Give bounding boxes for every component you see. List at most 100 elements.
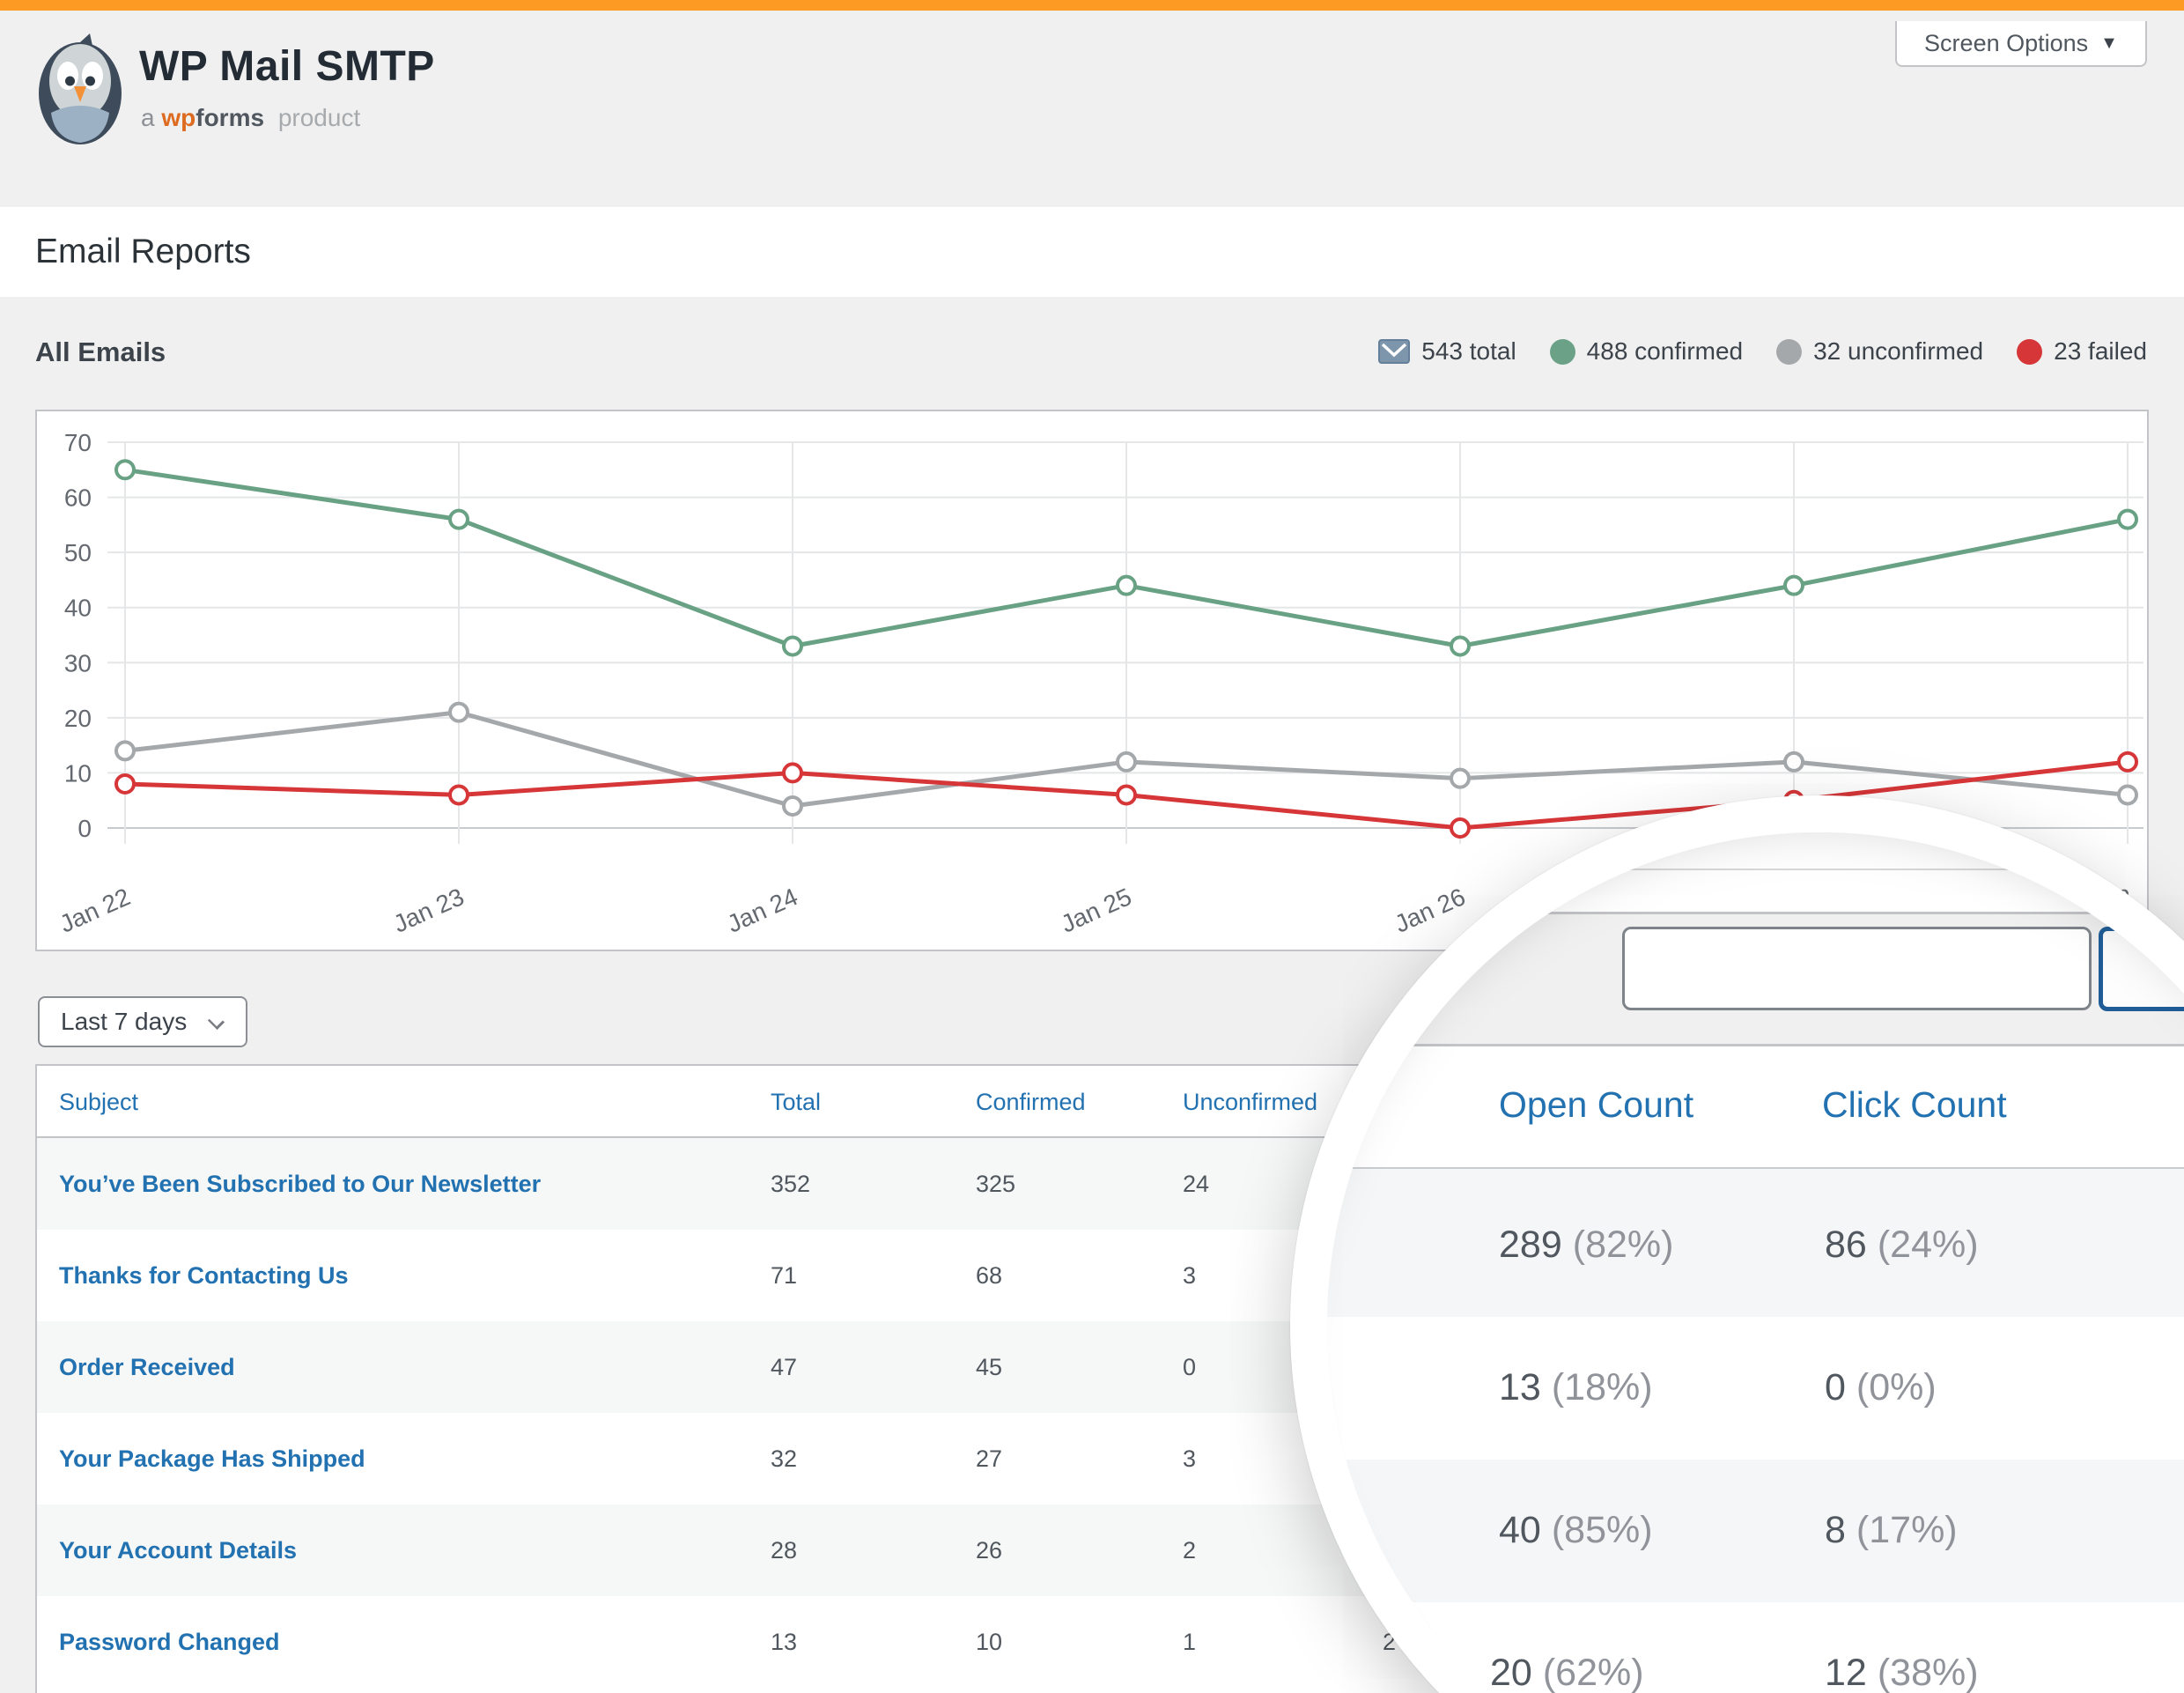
wpforms-brand-wp: wp <box>161 104 196 131</box>
total-cell: 28 <box>771 1537 798 1564</box>
unconfirmed-cell: 24 <box>1183 1171 1210 1197</box>
confirmed-cell: 325 <box>976 1171 1016 1197</box>
app-header: WP Mail SMTP a wpforms product Screen Op… <box>0 11 2184 207</box>
section-title: All Emails <box>35 336 166 367</box>
legend-label: 32 unconfirmed <box>1813 337 1984 365</box>
top-accent-bar <box>0 0 2184 11</box>
open-count-cell: 20 (62%) <box>1490 1652 1644 1693</box>
app-byline: a wpforms product <box>141 104 360 132</box>
magnified-axis-line <box>1327 869 2184 870</box>
search-input[interactable] <box>1622 927 2092 1010</box>
chevron-down-icon <box>207 1012 225 1031</box>
column-header-total[interactable]: Total <box>771 1089 822 1115</box>
page-title-band: Email Reports <box>0 207 2184 297</box>
subject-link[interactable]: Password Changed <box>59 1629 280 1655</box>
svg-text:40: 40 <box>64 595 92 622</box>
svg-text:Jan 23: Jan 23 <box>389 883 468 938</box>
click-count-cell: 86 (24%) <box>1825 1224 1979 1266</box>
legend-item-total: 543 total <box>1378 337 1516 366</box>
legend-label: 543 total <box>1421 337 1516 365</box>
unconfirmed-cell: 3 <box>1183 1445 1197 1472</box>
byline-suffix: product <box>277 104 361 131</box>
envelope-icon <box>1378 339 1411 364</box>
column-header-click-count[interactable]: Click Count <box>1822 1084 2007 1125</box>
dot-icon <box>1549 338 1575 365</box>
table-row: Your Package Has Shipped 32 27 3 <box>37 1413 2147 1504</box>
subject-link[interactable]: Thanks for Contacting Us <box>59 1262 349 1289</box>
magnified-table-border <box>1327 1044 2184 1046</box>
column-header-subject[interactable]: Subject <box>59 1089 139 1115</box>
magnifier-overlay: 8 Open Count Click Count 289 (82%) 86 (24%… <box>1290 795 2184 1693</box>
table-row: Thanks for Contacting Us 71 68 3 <box>37 1230 2147 1321</box>
svg-text:Jan 25: Jan 25 <box>1057 883 1135 938</box>
svg-text:60: 60 <box>64 484 92 512</box>
date-range-select[interactable]: Last 7 days <box>38 996 247 1047</box>
open-count-cell: 289 (82%) <box>1499 1224 1674 1266</box>
svg-text:Jan 22: Jan 22 <box>55 883 134 938</box>
confirmed-cell: 26 <box>976 1537 1003 1564</box>
table-header-row: Subject Total Confirmed Unconfirmed <box>37 1066 2147 1138</box>
magnified-gridline <box>2107 832 2109 869</box>
wpforms-brand-forms: forms <box>196 104 265 131</box>
screen-options-button[interactable]: Screen Options ▼ <box>1895 21 2147 67</box>
date-range-value: Last 7 days <box>61 1008 188 1035</box>
subject-link[interactable]: Your Account Details <box>59 1537 298 1564</box>
confirmed-cell: 68 <box>976 1262 1003 1289</box>
subject-link[interactable]: You’ve Been Subscribed to Our Newsletter <box>59 1171 542 1197</box>
svg-text:70: 70 <box>64 429 92 456</box>
click-count-cell: 8 (17%) <box>1825 1509 1958 1551</box>
table-row: Password Changed 13 10 1 2 <box>37 1596 2147 1688</box>
magnified-chart-fragment: 8 <box>1327 832 2184 912</box>
total-cell: 13 <box>771 1629 798 1655</box>
subject-link[interactable]: Your Package Has Shipped <box>59 1445 365 1472</box>
svg-text:10: 10 <box>64 759 92 787</box>
svg-text:Jan 24: Jan 24 <box>723 883 801 938</box>
magnified-header-underline <box>1327 1167 2184 1169</box>
magnified-axis-label-fragment: 8 <box>2052 854 2087 898</box>
total-cell: 352 <box>771 1171 811 1197</box>
app-title: WP Mail SMTP <box>139 43 435 90</box>
subject-link[interactable]: Order Received <box>59 1354 235 1380</box>
svg-text:30: 30 <box>64 649 92 676</box>
triangle-down-icon: ▼ <box>2100 33 2118 53</box>
screen-options-label: Screen Options <box>1924 29 2089 56</box>
legend-label: 23 failed <box>2054 337 2147 365</box>
search-button-fragment[interactable] <box>2099 927 2184 1011</box>
legend-item-unconfirmed: 32 unconfirmed <box>1776 337 1983 366</box>
svg-text:0: 0 <box>77 815 92 842</box>
page-title: Email Reports <box>35 233 251 270</box>
magnified-data-point-icon <box>1579 832 1602 848</box>
wp-mail-smtp-logo-icon <box>37 32 123 152</box>
chart-legend: 543 total 488 confirmed 32 unconfirmed 2… <box>1378 333 2147 370</box>
total-cell: 32 <box>771 1445 798 1472</box>
magnified-panel-border <box>1327 912 2184 914</box>
total-cell: 71 <box>771 1262 798 1289</box>
confirmed-cell: 10 <box>976 1629 1003 1655</box>
column-header-unconfirmed[interactable]: Unconfirmed <box>1183 1089 1318 1115</box>
click-count-cell: 0 (0%) <box>1825 1366 1937 1408</box>
confirmed-cell: 27 <box>976 1445 1003 1472</box>
unconfirmed-cell: 0 <box>1183 1354 1197 1380</box>
legend-label: 488 confirmed <box>1586 337 1744 365</box>
column-header-confirmed[interactable]: Confirmed <box>976 1089 1086 1115</box>
dot-icon <box>2017 338 2043 365</box>
legend-item-confirmed: 488 confirmed <box>1549 337 1744 366</box>
open-count-cell: 40 (85%) <box>1499 1509 1653 1551</box>
unconfirmed-cell: 3 <box>1183 1262 1197 1289</box>
byline-prefix: a <box>141 104 155 131</box>
click-count-cell: 12 (38%) <box>1825 1652 1979 1693</box>
magnified-row-stripe <box>1327 1167 2184 1317</box>
magnified-row-stripe <box>1327 1460 2184 1602</box>
svg-text:50: 50 <box>64 539 92 566</box>
open-count-cell: 13 (18%) <box>1499 1366 1653 1408</box>
unconfirmed-cell: 2 <box>1183 1537 1197 1564</box>
dot-icon <box>1776 338 1803 365</box>
unconfirmed-cell: 1 <box>1183 1629 1197 1655</box>
legend-item-failed: 23 failed <box>2017 337 2147 366</box>
svg-text:20: 20 <box>64 705 92 732</box>
column-header-open-count[interactable]: Open Count <box>1499 1084 1694 1125</box>
total-cell: 47 <box>771 1354 798 1380</box>
confirmed-cell: 45 <box>976 1354 1003 1380</box>
